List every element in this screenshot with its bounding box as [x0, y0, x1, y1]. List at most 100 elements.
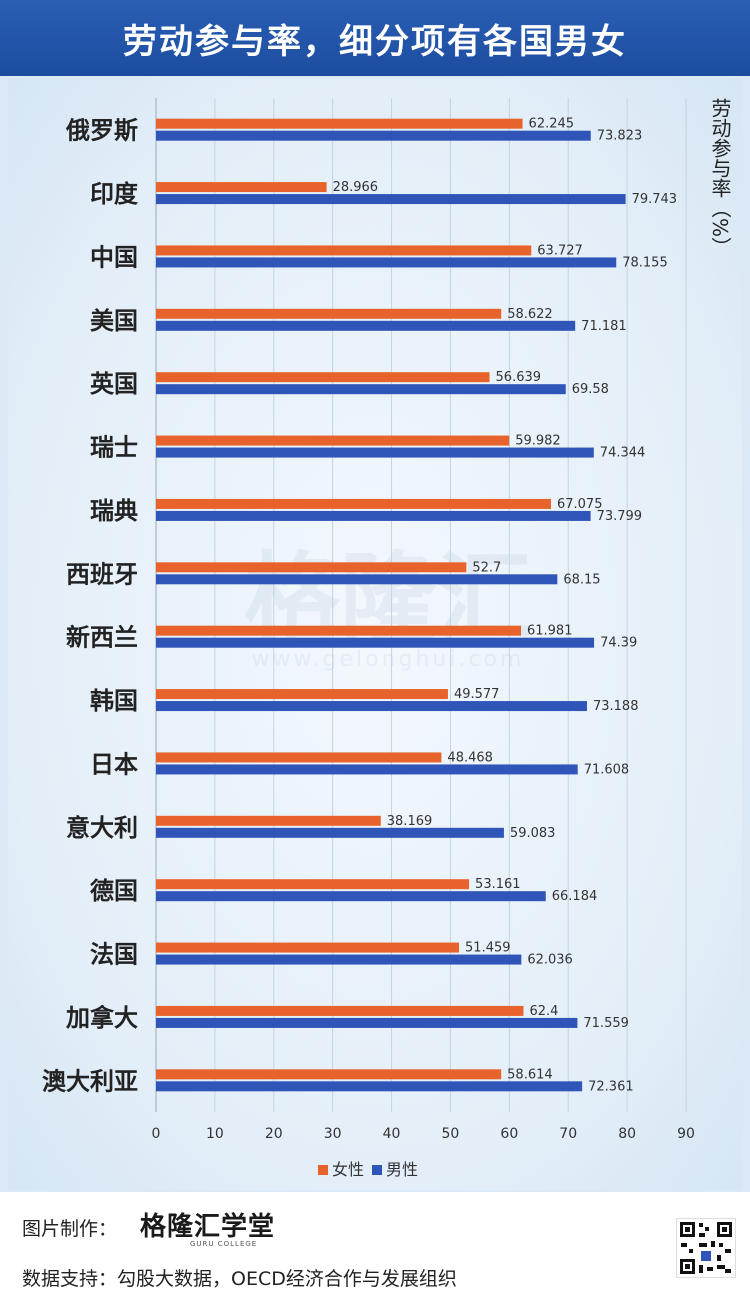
bar-female — [156, 562, 467, 573]
bar-male — [156, 637, 595, 648]
x-tick-label: 60 — [500, 1126, 518, 1142]
data-label: 63.727 — [537, 243, 583, 258]
watermark-url: www.gelonghui.com — [251, 647, 525, 672]
bar-female — [156, 498, 551, 509]
data-label: 71.181 — [581, 319, 627, 334]
legend-swatch-female — [318, 1165, 328, 1175]
category-label: 韩国 — [90, 687, 138, 715]
bar-female — [156, 308, 502, 319]
x-tick-label: 30 — [324, 1126, 342, 1142]
category-label: 意大利 — [66, 814, 138, 842]
data-label: 38.169 — [387, 814, 433, 829]
category-label: 俄罗斯 — [65, 117, 138, 145]
bar-male — [156, 701, 587, 712]
legend-label-male: 男性 — [386, 1160, 418, 1179]
qr-code-icon — [676, 1218, 736, 1278]
x-tick-label: 0 — [152, 1126, 161, 1142]
data-label: 73.188 — [593, 699, 639, 714]
data-label: 78.155 — [622, 255, 668, 270]
category-label: 英国 — [90, 370, 138, 398]
category-label: 德国 — [90, 877, 138, 905]
data-label: 67.075 — [557, 497, 603, 512]
bar-female — [156, 245, 532, 256]
bar-male — [156, 510, 591, 521]
bar-male — [156, 320, 576, 331]
data-label: 73.799 — [597, 509, 643, 524]
category-label: 印度 — [90, 180, 139, 208]
bar-female — [156, 435, 510, 446]
category-label: 瑞典 — [90, 497, 138, 525]
bar-female — [156, 815, 381, 826]
data-label: 71.559 — [583, 1016, 629, 1031]
bar-female — [156, 372, 490, 383]
data-label: 71.608 — [584, 762, 630, 777]
bar-male — [156, 1017, 578, 1028]
bar-female — [156, 689, 448, 700]
legend-swatch-male — [372, 1165, 382, 1175]
data-label: 48.468 — [447, 750, 493, 765]
bar-female — [156, 942, 460, 953]
x-tick-label: 70 — [559, 1126, 577, 1142]
data-label: 62.4 — [529, 1004, 558, 1019]
header: 劳动参与率，细分项有各国男女 — [0, 0, 750, 76]
x-tick-label: 10 — [206, 1126, 224, 1142]
footer — [0, 1192, 750, 1310]
bar-male — [156, 130, 591, 141]
data-source: 数据支持：勾股大数据，OECD经济合作与发展组织 — [22, 1268, 457, 1290]
bar-female — [156, 752, 442, 763]
bar-female — [156, 879, 470, 890]
category-label: 法国 — [90, 941, 138, 969]
data-label: 72.361 — [588, 1079, 634, 1094]
bar-male — [156, 954, 522, 965]
x-tick-label: 90 — [677, 1126, 695, 1142]
category-label: 瑞士 — [90, 434, 138, 462]
bar-female — [156, 1069, 502, 1080]
labor-participation-chart: 0 10 20 30 40 50 60 70 80 90 俄罗斯 62.245 73.823 印度 28.9… — [42, 98, 732, 1179]
bar-male — [156, 257, 617, 268]
y-axis-title: 劳动参与率（%） — [708, 98, 732, 257]
x-tick-label: 80 — [618, 1126, 636, 1142]
data-label: 79.743 — [632, 192, 678, 207]
bar-male — [156, 1081, 583, 1092]
bar-male — [156, 384, 566, 395]
data-label: 56.639 — [496, 370, 542, 385]
data-label: 58.614 — [507, 1067, 553, 1082]
category-label: 日本 — [90, 750, 138, 778]
data-label: 73.823 — [597, 129, 643, 144]
x-tick-label: 50 — [442, 1126, 460, 1142]
data-label: 62.245 — [529, 117, 575, 132]
data-label: 74.344 — [600, 446, 646, 461]
credit-label: 图片制作： — [22, 1218, 118, 1240]
data-label: 68.15 — [563, 572, 600, 587]
bar-female — [156, 182, 327, 193]
data-label: 62.036 — [527, 953, 573, 968]
x-tick-label: 20 — [265, 1126, 283, 1142]
data-label: 66.184 — [552, 889, 598, 904]
data-label: 52.7 — [472, 560, 501, 575]
data-label: 58.622 — [507, 307, 553, 322]
data-label: 59.083 — [510, 826, 556, 841]
data-label: 51.459 — [465, 941, 511, 956]
brand-subtitle: GURU COLLEGE — [190, 1240, 258, 1248]
legend-label-female: 女性 — [332, 1160, 364, 1179]
data-label: 28.966 — [333, 180, 379, 195]
category-label: 美国 — [90, 307, 138, 335]
data-label: 74.39 — [600, 636, 637, 651]
bar-male — [156, 574, 558, 585]
data-label: 53.161 — [475, 877, 520, 892]
bar-male — [156, 891, 546, 902]
bar-female — [156, 1005, 524, 1016]
bar-male — [156, 194, 626, 205]
bar-female — [156, 118, 523, 129]
category-label: 中国 — [90, 243, 138, 271]
data-label: 61.981 — [527, 624, 573, 639]
category-label: 西班牙 — [66, 560, 138, 588]
category-label: 澳大利亚 — [42, 1067, 138, 1095]
x-tick-label: 40 — [383, 1126, 401, 1142]
bar-female — [156, 625, 521, 636]
chart-panel: 格隆汇 www.gelonghui.com 0 10 20 30 40 50 60 70 80 9… — [8, 78, 742, 1190]
data-label: 59.982 — [515, 434, 561, 449]
bar-male — [156, 447, 594, 458]
page-title: 劳动参与率，细分项有各国男女 — [123, 21, 627, 62]
category-label: 新西兰 — [66, 624, 138, 652]
